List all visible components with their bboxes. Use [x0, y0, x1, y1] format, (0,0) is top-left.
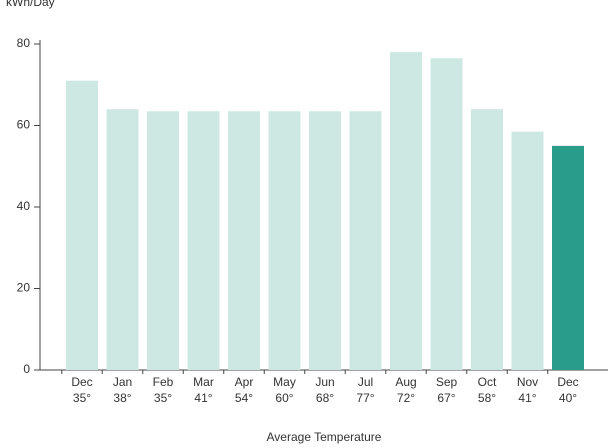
x-tick-label: Dec: [557, 375, 578, 389]
bar: [228, 111, 260, 371]
x-tick-label: Feb: [153, 375, 174, 389]
bar: [187, 111, 220, 371]
bar: [106, 109, 139, 370]
x-tick-label: Sep: [436, 375, 458, 389]
bar: [471, 109, 503, 370]
y-tick-label: 0: [23, 362, 30, 376]
x-tick-sublabel: 72°: [397, 391, 415, 405]
x-tick-sublabel: 58°: [478, 391, 496, 405]
x-tick-label: May: [273, 375, 296, 389]
x-tick-label: Mar: [193, 375, 214, 389]
bar: [349, 111, 382, 371]
x-tick-sublabel: 60°: [275, 391, 293, 405]
x-tick-sublabel: 41°: [194, 391, 212, 405]
bar: [390, 52, 422, 371]
x-tick-label: Jul: [358, 375, 373, 389]
x-tick-label: Jan: [113, 375, 132, 389]
bar: [430, 58, 463, 370]
bar: [309, 111, 341, 371]
bar: [147, 111, 179, 371]
x-tick-sublabel: 35°: [154, 391, 172, 405]
x-tick-sublabel: 68°: [316, 391, 334, 405]
x-tick-sublabel: 67°: [437, 391, 455, 405]
x-tick-label: Dec: [71, 375, 92, 389]
y-tick-label: 40: [17, 199, 31, 213]
x-axis-label: Average Temperature: [267, 430, 382, 444]
bar: [268, 111, 301, 371]
y-tick-label: 20: [17, 281, 31, 295]
x-tick-sublabel: 35°: [73, 391, 91, 405]
bar: [511, 131, 544, 370]
x-tick-label: Oct: [478, 375, 497, 389]
x-tick-label: Aug: [395, 375, 416, 389]
x-tick-label: Jun: [315, 375, 334, 389]
bar: [66, 80, 98, 371]
x-tick-label: Apr: [235, 375, 254, 389]
x-tick-label: Nov: [517, 375, 538, 389]
y-tick-label: 60: [17, 118, 31, 132]
x-tick-sublabel: 40°: [559, 391, 577, 405]
x-tick-sublabel: 77°: [356, 391, 374, 405]
bar: [552, 145, 584, 370]
y-tick-label: 80: [17, 36, 31, 50]
y-axis-label: kWh/Day: [6, 0, 55, 9]
x-tick-sublabel: 38°: [113, 391, 131, 405]
x-tick-sublabel: 54°: [235, 391, 253, 405]
x-tick-sublabel: 41°: [518, 391, 536, 405]
